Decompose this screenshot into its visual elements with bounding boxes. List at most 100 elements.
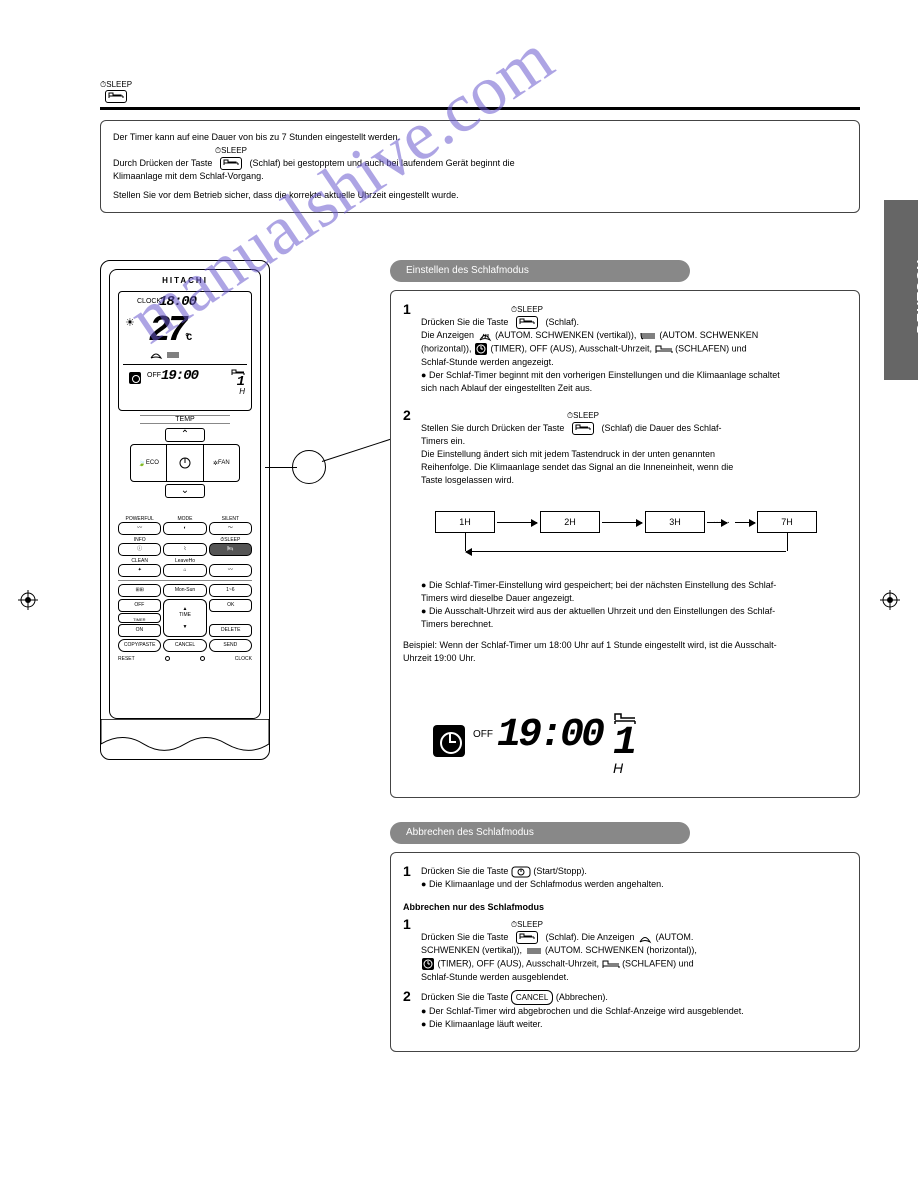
delete-button[interactable]: DELETE [209,624,252,637]
language-label: DEUTSCH [913,259,918,334]
leaf-icon [149,350,163,360]
timer-label: TIMER [118,613,161,623]
section1-title: Einstellen des Schlafmodus [390,260,690,282]
header-rule [100,107,860,110]
off-time-display: 19:00 [497,713,602,758]
sun-icon: ☀ [125,316,135,329]
off-time: 19:00 [161,368,198,384]
power-button[interactable] [167,444,202,482]
bed-icon [223,158,239,166]
page-header: ⏱SLEEP [100,80,860,110]
callout-circle [292,450,326,484]
bed-icon [519,932,535,940]
remote-lcd: CLOCK 18:00 ☀ 27°C OFF 19:00 1 H [118,291,252,411]
arrow-icon [735,522,755,523]
flow-2h: 2H [540,511,600,533]
remote-brand: HITACHI [110,276,260,285]
registration-mark-left [18,590,38,610]
callout-line-1 [265,467,297,468]
sleep-label: SLEEP [106,80,132,89]
remote-control-diagram: HITACHI CLOCK 18:00 ☀ 27°C OFF 19:00 1 H [100,260,270,760]
temp-button-label: TEMP [140,415,230,424]
intro-panel: Der Timer kann auf eine Dauer von bis zu… [100,120,860,213]
temp-display: 27°C [149,310,188,351]
leaf-icon [477,330,493,342]
panel-cancel-sleep: 1 Drücken Sie die Taste (Start/Stopp). ●… [390,852,860,1052]
intro-text-3: Klimaanlage mit dem Schlaf-Vorgang. [113,170,847,183]
fan-button[interactable]: ✲FAN [203,444,240,482]
off-label: OFF [473,729,493,740]
s2b-step2-num: 2 [403,990,421,1003]
swing-icons [149,350,180,363]
sleep-button[interactable]: 🛏 [209,543,252,556]
bed-icon [602,959,620,969]
timer-off-button[interactable]: OFF [118,599,161,612]
sleep-badge-inline: ⏱SLEEP [215,144,247,170]
sleep-display: 1 H [231,368,245,396]
intro-text-4: Stellen Sie vor dem Betrieb sicher, dass… [113,189,847,202]
button-grid: POWERFULMODESILENT 〰◐〜 INFO⏱SLEEP ⓘ⌇🛏 CL… [118,516,252,708]
step-2-body: Stellen Sie durch Drücken der Taste ⏱SLE… [421,409,841,487]
s2-step1-num: 1 [403,865,421,878]
copypaste-button[interactable]: COPY/PASTE [118,639,161,652]
time-button[interactable]: ▲TIME▼ [163,599,208,637]
eco-button[interactable]: 🍃ECO [130,444,167,482]
prog-button[interactable]: 1~6 [209,584,252,597]
leaf-icon [637,932,653,944]
clean-button[interactable]: ✦ [118,564,161,577]
clock-label: CLOCK [137,298,161,305]
swing-h-button[interactable]: 〰 [209,564,252,577]
registration-mark-right [880,590,900,610]
temp-down-button[interactable]: ⌄ [165,484,205,498]
bed-icon [575,423,591,431]
ok-button[interactable]: OK [209,599,252,612]
temp-up-button[interactable]: ⌃ [165,428,205,442]
cancel-button[interactable]: CANCEL [163,639,206,652]
power-icon [511,866,531,878]
timer-on-button[interactable]: ON [118,624,161,637]
wave-icon [166,350,180,360]
cancel-only-heading: Abbrechen nur des Schlafmodus [403,901,847,914]
step-1-num: 1 [403,303,421,316]
monsun-button[interactable]: Mon-Sun [163,584,206,597]
intro-text-2: Durch Drücken der Taste ⏱SLEEP (Schlaf) … [113,144,847,170]
sleep-badge-header: ⏱SLEEP [100,80,132,103]
silent-button[interactable]: 〜 [209,522,252,535]
flow-7h: 7H [757,511,817,533]
hour-flow-diagram: 1H 2H 3H ...... 7H [435,503,815,563]
reset-label: RESET [118,656,135,662]
send-button[interactable]: SEND [209,639,252,652]
section2-title: Abbrechen des Schlafmodus [390,822,690,844]
weekly-button[interactable]: ⊞⊞ [118,584,161,597]
arrow-icon [497,522,537,523]
right-column: Einstellen des Schlafmodus 1 Drücken Sie… [390,260,860,1076]
info-button[interactable]: ⓘ [118,543,161,556]
leavehome-button[interactable]: ⌂ [163,564,206,577]
lcd-example: OFF 19:00 1 H [403,705,847,785]
step-2-num: 2 [403,409,421,422]
dpad: ⌃ 🍃ECO ✲FAN ⌄ [130,428,240,498]
bed-icon [108,91,124,99]
arrow-icon [707,522,727,523]
bed-icon [519,317,535,325]
language-tab: DEUTSCH [884,200,918,380]
bed-icon [655,344,673,354]
clock-icon [421,957,435,971]
swing-v-button[interactable]: ⌇ [163,543,206,556]
clock-icon [129,372,141,384]
step-1-body: Drücken Sie die Taste ⏱SLEEP (Schlaf). D… [421,303,841,395]
sleep-hrs-display: 1 H [613,711,637,776]
powerful-button[interactable]: 〰 [118,522,161,535]
remote-foot [101,719,269,759]
s2b-step1-num: 1 [403,918,421,931]
arrow-return-icon [466,551,786,552]
clock-icon [433,725,465,757]
mode-button[interactable]: ◐ [163,522,206,535]
callout-line-2 [322,439,391,462]
clock-btn-label: CLOCK [235,656,252,662]
arrow-icon [602,522,642,523]
flow-3h: 3H [645,511,705,533]
clock-icon [474,342,488,356]
wave-icon [639,330,657,342]
intro-text: Der Timer kann auf eine Dauer von bis zu… [113,131,847,144]
